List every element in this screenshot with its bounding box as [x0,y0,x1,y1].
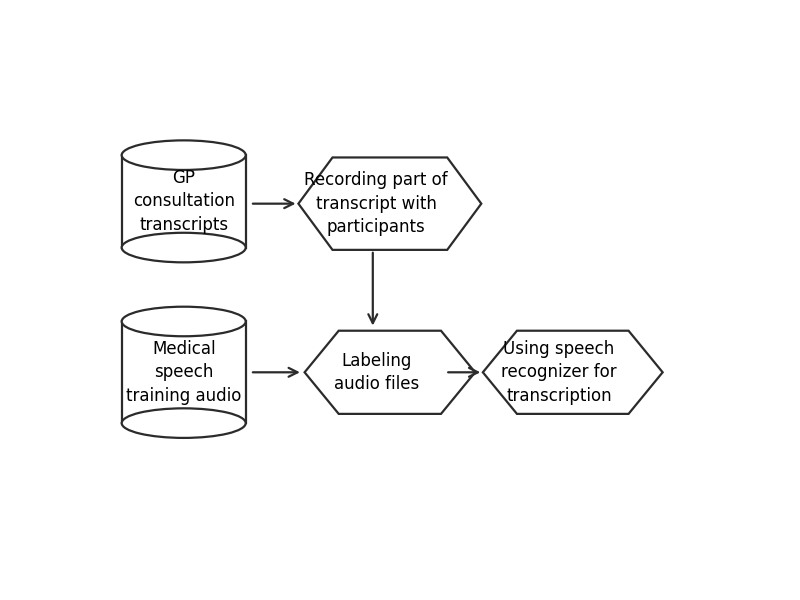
Polygon shape [483,331,662,414]
Polygon shape [305,331,475,414]
Ellipse shape [122,307,246,336]
Text: Labeling
audio files: Labeling audio files [334,352,419,393]
Polygon shape [298,157,482,250]
Polygon shape [122,322,246,423]
Text: Recording part of
transcript with
participants: Recording part of transcript with partic… [304,171,448,236]
Ellipse shape [122,409,246,438]
Ellipse shape [122,140,246,170]
Text: GP
consultation
transcripts: GP consultation transcripts [133,169,234,234]
Text: Medical
speech
training audio: Medical speech training audio [126,340,242,405]
Text: Using speech
recognizer for
transcription: Using speech recognizer for transcriptio… [502,340,617,405]
Ellipse shape [122,233,246,262]
Polygon shape [122,155,246,248]
